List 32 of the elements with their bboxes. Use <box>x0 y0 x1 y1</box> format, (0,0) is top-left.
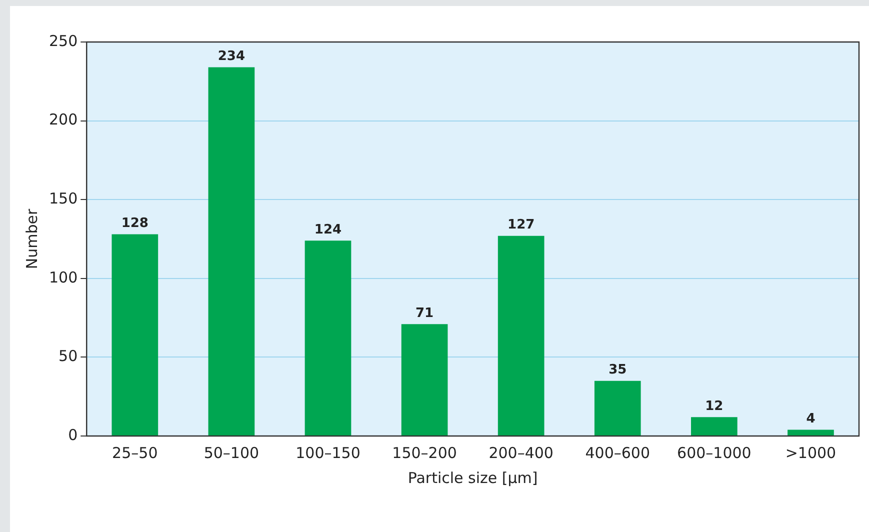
data-label: 234 <box>218 49 246 64</box>
y-tick-label: 0 <box>68 426 78 444</box>
bar <box>788 430 834 436</box>
y-tick-label: 150 <box>48 189 78 208</box>
x-tick-label: 400–600 <box>585 444 650 462</box>
x-tick-label: 600–1000 <box>677 444 752 462</box>
data-label: 127 <box>508 218 535 233</box>
x-tick-label: 100–150 <box>296 444 360 462</box>
x-tick-label: 25–50 <box>112 444 158 462</box>
bar <box>498 236 544 436</box>
y-tick-label: 50 <box>58 347 78 366</box>
bar <box>594 380 641 436</box>
data-label: 124 <box>314 222 342 238</box>
y-tick-label: 100 <box>48 268 78 286</box>
x-tick-label: 200–400 <box>488 444 554 462</box>
data-label: 4 <box>806 412 816 427</box>
x-tick-label: 50–100 <box>204 444 260 462</box>
bar <box>691 417 738 436</box>
y-axis-title: Number <box>22 208 41 270</box>
bar <box>208 67 255 436</box>
x-axis-title: Particle size [µm] <box>408 468 538 487</box>
data-label: 35 <box>608 362 627 378</box>
data-label: 12 <box>705 398 724 414</box>
y-tick-label: 200 <box>48 110 78 129</box>
y-tick-label: 250 <box>48 32 78 50</box>
bar <box>112 234 158 436</box>
bar <box>304 240 352 436</box>
x-tick-label: >1000 <box>785 444 836 462</box>
data-label: 71 <box>415 306 434 321</box>
x-tick-label: 150–200 <box>392 444 457 462</box>
data-label: 128 <box>121 216 148 232</box>
bar <box>401 324 448 436</box>
